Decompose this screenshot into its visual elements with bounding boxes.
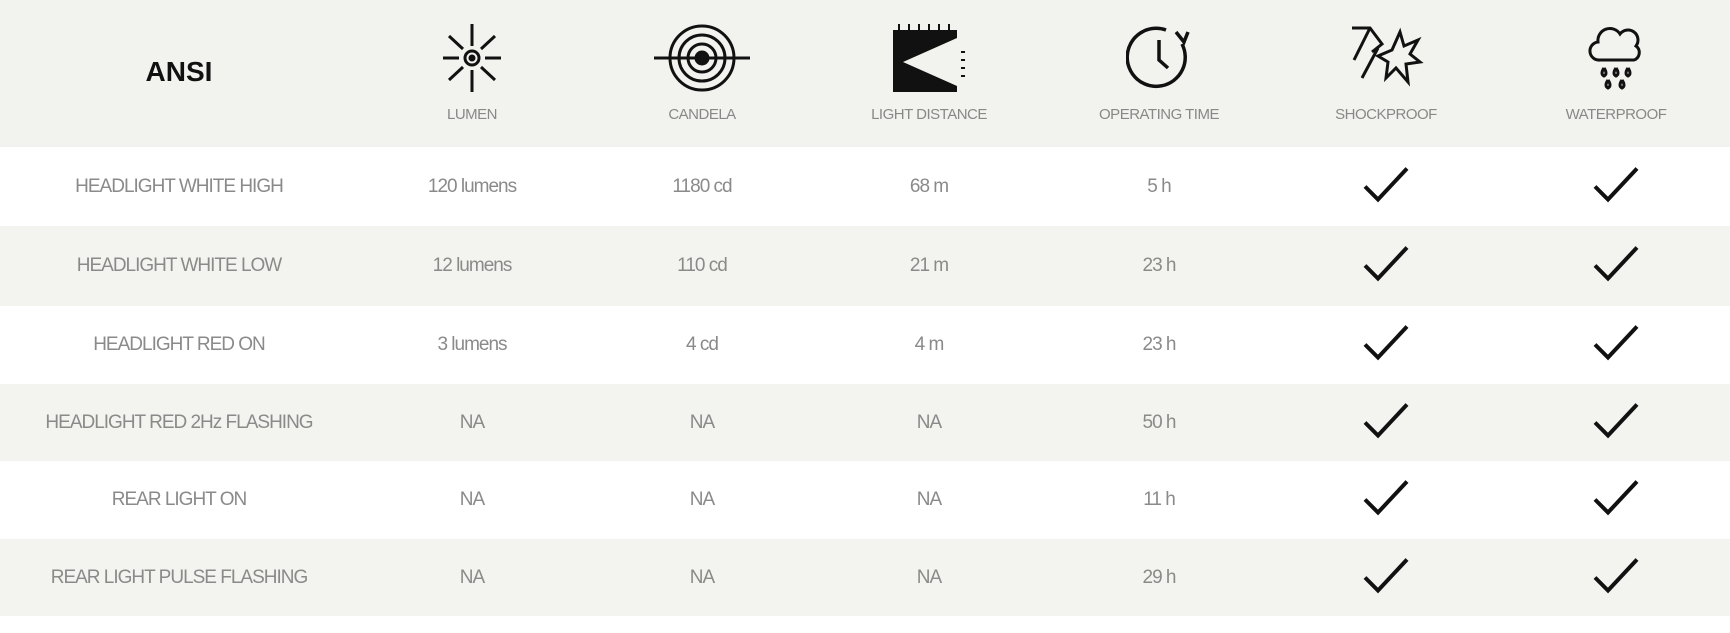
mode-cell: REAR LIGHT ON: [111, 489, 247, 510]
candela-cell: 1180 cd: [672, 175, 732, 197]
table-row: HEADLIGHT WHITE LOW 12 lumens 110 cd 21 m 23…: [0, 226, 1730, 306]
column-header-light-distance: LIGHT DISTANCE: [871, 106, 987, 123]
checkmark-icon: [1591, 400, 1641, 445]
table-row: HEADLIGHT WHITE HIGH 120 lumens 1180 cd 68 …: [0, 147, 1730, 226]
table-row: REAR LIGHT PULSE FLASHING NA NA NA 29 h: [0, 539, 1730, 616]
mode-cell: HEADLIGHT WHITE LOW: [76, 255, 282, 276]
mode-cell: REAR LIGHT PULSE FLASHING: [50, 566, 309, 588]
distance-cell: 4 m: [914, 334, 945, 355]
candela-cell: 110 cd: [677, 255, 728, 276]
column-header-waterproof: WATERPROOF: [1565, 106, 1667, 123]
distance-cell: NA: [916, 566, 942, 588]
impact-icon: [1271, 22, 1501, 94]
time-cell: 5 h: [1147, 175, 1171, 197]
checkmark-icon: [1361, 400, 1411, 445]
checkmark-icon: [1361, 244, 1411, 289]
time-cell: 50 h: [1142, 411, 1177, 433]
table-header: ANSI LUMEN CANDELA LIGHT DISTANCE: [0, 0, 1730, 147]
checkmark-icon: [1591, 323, 1641, 368]
checkmark-icon: [1591, 244, 1641, 289]
checkmark-icon: [1361, 478, 1411, 523]
mode-cell: HEADLIGHT RED ON: [93, 334, 266, 355]
table-row: REAR LIGHT ON NA NA NA 11 h: [0, 461, 1730, 539]
light-beam-icon: [814, 22, 1044, 94]
candela-cell: NA: [689, 566, 715, 588]
mode-cell: HEADLIGHT WHITE HIGH: [75, 175, 284, 197]
distance-cell: 68 m: [909, 175, 949, 197]
table-row: HEADLIGHT RED ON 3 lumens 4 cd 4 m 23 h: [0, 306, 1730, 384]
distance-cell: 21 m: [909, 255, 949, 276]
target-icon: [587, 22, 817, 94]
rain-cloud-icon: [1501, 22, 1730, 94]
time-cell: 23 h: [1142, 334, 1177, 355]
mode-cell: HEADLIGHT RED 2Hz FLASHING: [45, 411, 313, 433]
sun-icon: [357, 22, 587, 94]
lumen-cell: 3 lumens: [437, 334, 507, 355]
checkmark-icon: [1361, 555, 1411, 600]
column-header-shockproof: SHOCKPROOF: [1335, 106, 1437, 123]
lumen-cell: NA: [459, 566, 485, 588]
candela-cell: NA: [689, 411, 715, 433]
checkmark-icon: [1591, 555, 1641, 600]
checkmark-icon: [1361, 323, 1411, 368]
time-cell: 23 h: [1142, 255, 1177, 276]
candela-cell: NA: [689, 489, 715, 510]
distance-cell: NA: [916, 411, 942, 433]
column-header-lumen: LUMEN: [446, 106, 498, 123]
time-cell: 29 h: [1142, 566, 1177, 588]
clock-icon: [1044, 22, 1274, 94]
checkmark-icon: [1591, 478, 1641, 523]
table-row: HEADLIGHT RED 2Hz FLASHING NA NA NA 50 h: [0, 384, 1730, 461]
column-header-candela: CANDELA: [668, 106, 736, 123]
time-cell: 11 h: [1143, 489, 1176, 510]
column-header-operating-time: OPERATING TIME: [1099, 106, 1219, 123]
lumen-cell: 12 lumens: [432, 255, 513, 276]
ansi-title: ANSI: [145, 56, 213, 87]
lumen-cell: NA: [459, 411, 485, 433]
checkmark-icon: [1591, 164, 1641, 209]
lumen-cell: 120 lumens: [427, 175, 517, 197]
distance-cell: NA: [916, 489, 942, 510]
lumen-cell: NA: [459, 489, 485, 510]
candela-cell: 4 cd: [686, 334, 719, 355]
checkmark-icon: [1361, 164, 1411, 209]
